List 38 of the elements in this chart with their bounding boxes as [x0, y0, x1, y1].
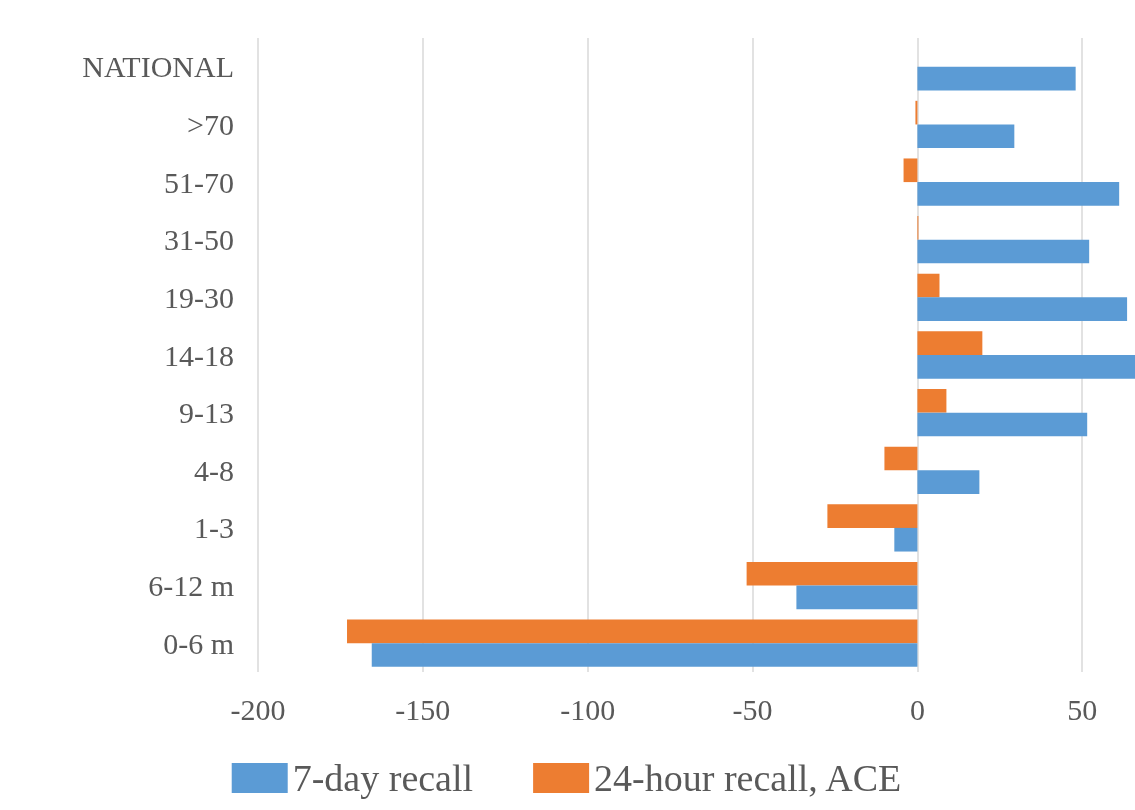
- bar: [746, 561, 918, 586]
- y-tick-label: 0-6 m: [163, 626, 234, 660]
- bar: [917, 66, 1076, 91]
- bar: [884, 446, 918, 471]
- y-tick-label: 19-30: [164, 280, 234, 314]
- x-tick-label: -100: [560, 692, 616, 726]
- y-tick-label: 9-13: [179, 396, 234, 430]
- y-tick-label: 14-18: [164, 338, 234, 372]
- bar: [917, 124, 1015, 149]
- legend-label: 24-hour recall, ACE: [594, 757, 902, 799]
- bar: [894, 527, 918, 552]
- bar: [917, 355, 1135, 379]
- x-tick-label: 0: [909, 692, 925, 726]
- x-tick-label: -150: [395, 692, 451, 726]
- bar: [917, 182, 1120, 206]
- bar: [903, 158, 918, 183]
- x-tick-label: -50: [732, 692, 773, 726]
- x-tick-label: 50: [1067, 692, 1098, 726]
- bar: [917, 389, 947, 413]
- y-tick-label: 4-8: [194, 453, 234, 487]
- legend-label: 7-day recall: [292, 757, 474, 799]
- bar: [917, 297, 1128, 321]
- bar: [796, 585, 918, 610]
- y-tick-label: >70: [187, 107, 234, 141]
- y-tick-label: 6-12 m: [148, 569, 234, 603]
- y-tick-label: NATIONAL: [82, 50, 234, 84]
- bar: [827, 504, 918, 528]
- bar: [917, 331, 983, 355]
- y-tick-label: 31-50: [164, 223, 234, 257]
- bar: [371, 643, 918, 667]
- bar: [917, 412, 1088, 437]
- bar: [917, 273, 940, 298]
- bar: [917, 470, 980, 494]
- x-tick-label: -200: [230, 692, 286, 726]
- bar: [917, 239, 1090, 264]
- y-tick-label: 51-70: [164, 165, 234, 199]
- bar: [347, 619, 918, 644]
- y-tick-label: 1-3: [194, 511, 234, 545]
